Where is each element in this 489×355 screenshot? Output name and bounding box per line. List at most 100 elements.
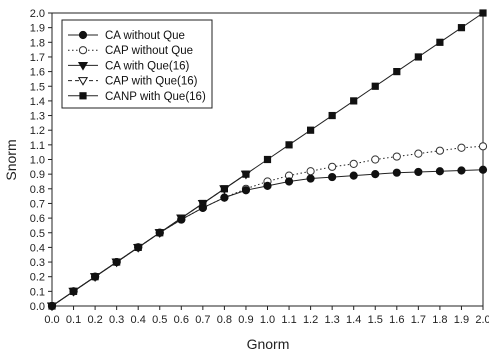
x-axis-ticks: 0.0 0.1 0.2 0.3 0.4 0.5 0.6 0.7 0.8 0.9 1.0 1.1 1.2 1…: [44, 306, 489, 326]
data-point: [306, 167, 315, 176]
data-point: [479, 9, 487, 17]
x-tick-label: 1.7: [411, 314, 426, 326]
y-tick-label: 2.0: [30, 8, 45, 20]
data-point: [241, 186, 251, 195]
legend-label: CA with Que(16): [105, 60, 190, 72]
x-tick-label: 0.9: [238, 314, 253, 326]
y-tick-label: 1.1: [30, 140, 45, 152]
x-tick-label: 1.6: [389, 314, 404, 326]
legend-item: CANP with Que(16): [68, 91, 206, 103]
data-point: [307, 126, 315, 134]
x-tick-label: 0.3: [109, 314, 124, 326]
data-point: [328, 162, 337, 171]
series-layer: [46, 9, 488, 312]
data-point: [47, 301, 57, 311]
data-point: [263, 181, 272, 190]
legend: CA without Que CAP without Que CA with Que…: [61, 19, 213, 109]
data-point: [457, 143, 466, 152]
data-point: [328, 172, 337, 182]
series-1: [47, 165, 488, 311]
legend-label: CAP with Que(16): [105, 76, 198, 88]
data-point: [457, 166, 466, 175]
data-point: [306, 174, 315, 183]
y-tick-label: 1.2: [30, 125, 45, 137]
y-tick-label: 0.7: [30, 198, 45, 210]
y-tick-label: 1.0: [30, 155, 45, 167]
data-point: [393, 68, 401, 76]
x-tick-label: 0.8: [217, 314, 232, 326]
y-tick-label: 0.4: [30, 242, 45, 254]
y-tick-label: 1.8: [30, 37, 45, 49]
x-axis-label: Gnorm: [247, 336, 290, 352]
data-point: [414, 53, 422, 61]
legend-box: [61, 19, 213, 109]
data-point: [349, 171, 358, 180]
data-point: [155, 228, 164, 237]
legend-marker: [77, 77, 89, 86]
y-tick-label: 0.3: [30, 257, 45, 269]
y-tick-label: 0.2: [30, 272, 45, 284]
data-point: [478, 142, 488, 151]
legend-marker: [78, 30, 88, 40]
data-point: [242, 170, 250, 178]
x-tick-label: 1.8: [432, 314, 447, 326]
legend-marker: [77, 61, 89, 71]
legend-marker: [78, 46, 88, 55]
y-tick-label: 0.9: [30, 169, 45, 181]
data-point: [69, 287, 78, 296]
legend-item: CA with Que(16): [68, 60, 190, 72]
data-point: [349, 159, 358, 168]
data-point: [435, 167, 444, 176]
x-tick-label: 2.0: [475, 314, 489, 326]
x-tick-label: 1.4: [346, 314, 361, 326]
x-tick-label: 1.3: [325, 314, 340, 326]
y-tick-label: 1.9: [30, 23, 45, 35]
data-point: [263, 155, 272, 164]
x-tick-label: 0.0: [44, 314, 59, 326]
data-point: [198, 203, 207, 212]
x-tick-label: 0.5: [152, 314, 167, 326]
legend-item: CAP without Que: [68, 45, 193, 57]
y-tick-label: 0.0: [30, 301, 45, 313]
data-point: [371, 82, 379, 90]
data-point: [414, 167, 423, 177]
series-line: [51, 145, 484, 307]
data-point: [414, 149, 423, 158]
y-tick-label: 0.5: [30, 228, 45, 240]
data-point: [284, 177, 294, 186]
y-tick-label: 1.6: [30, 67, 45, 79]
legend-item: CAP with Que(16): [68, 76, 198, 88]
x-tick-label: 1.0: [260, 314, 275, 326]
data-point: [220, 185, 228, 193]
data-point: [392, 168, 401, 177]
data-point: [371, 155, 380, 164]
legend-label: CANP with Que(16): [105, 91, 206, 103]
y-axis-ticks: 0.0 0.1 0.2 0.3 0.4 0.5 0.6 0.7 0.8 0.9 1.0 1.1 1.2 1…: [30, 8, 52, 313]
x-tick-label: 0.6: [174, 314, 189, 326]
y-tick-label: 1.4: [30, 96, 45, 108]
legend-item: CA without Que: [68, 30, 185, 42]
data-point: [220, 193, 229, 202]
y-axis-label: Snorm: [3, 139, 19, 180]
x-tick-label: 1.2: [303, 314, 318, 326]
x-tick-label: 0.1: [66, 314, 81, 326]
data-point: [134, 243, 143, 252]
data-point: [91, 272, 100, 281]
data-point: [199, 199, 207, 208]
y-tick-label: 1.5: [30, 81, 45, 93]
y-tick-label: 1.3: [30, 111, 45, 123]
y-tick-label: 0.8: [30, 184, 45, 196]
data-point: [350, 97, 358, 105]
y-tick-label: 1.7: [30, 52, 45, 64]
legend-marker: [79, 92, 87, 100]
y-tick-label: 0.1: [30, 286, 45, 298]
x-tick-label: 0.2: [87, 314, 102, 326]
data-point: [371, 170, 380, 179]
data-point: [436, 38, 444, 46]
data-point: [285, 141, 293, 149]
data-point: [177, 215, 186, 224]
x-tick-label: 1.9: [454, 314, 469, 326]
legend-label: CAP without Que: [105, 45, 193, 57]
x-tick-label: 0.4: [131, 314, 146, 326]
